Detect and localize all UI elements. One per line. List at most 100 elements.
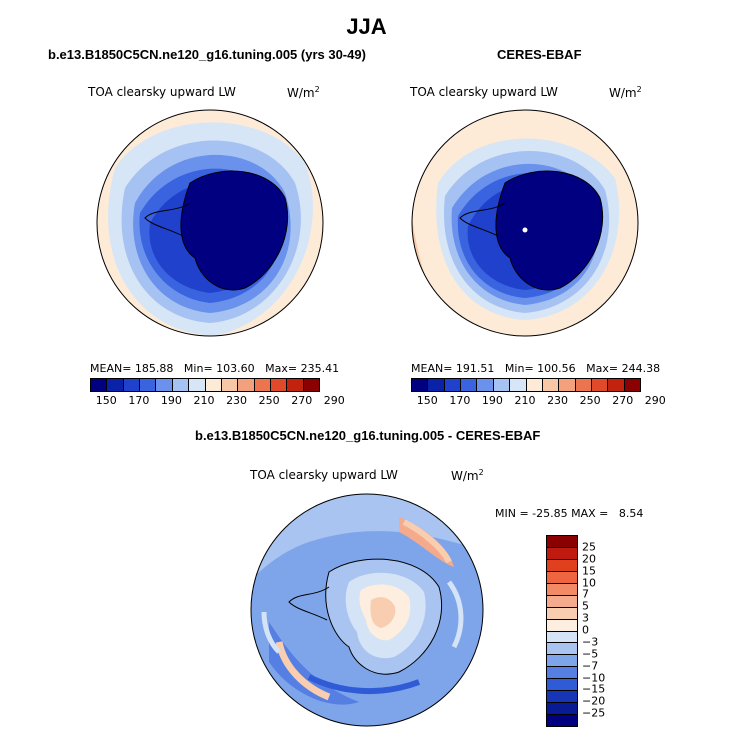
model-colorbar-swatch bbox=[238, 379, 255, 391]
diff-colorbar-tick-label: 0 bbox=[582, 623, 589, 637]
model-colorbar-swatch bbox=[303, 379, 320, 391]
diff-colorbar-swatch bbox=[547, 559, 577, 572]
diff-colorbar-tick-label: 7 bbox=[582, 587, 589, 601]
diff-colorbar bbox=[546, 535, 578, 727]
diff-colorbar-tick-label: −25 bbox=[582, 706, 606, 720]
diff-colorbar-swatch bbox=[547, 703, 577, 716]
diff-colorbar-swatch bbox=[547, 536, 577, 548]
model-colorbar-tick-label: 210 bbox=[193, 394, 215, 407]
season-title: JJA bbox=[346, 14, 387, 39]
obs-min-value: 100.56 bbox=[537, 362, 576, 375]
obs-colorbar-tick-label: 150 bbox=[416, 394, 438, 407]
obs-colorbar-swatch bbox=[493, 379, 511, 391]
model-colorbar-tick-label: 150 bbox=[95, 394, 117, 407]
model-colorbar bbox=[90, 378, 320, 392]
diff-colorbar-tick-label: 10 bbox=[582, 576, 596, 589]
obs-colorbar-swatch bbox=[444, 379, 462, 391]
diff-colorbar-tick-label: 20 bbox=[582, 552, 596, 566]
model-colorbar-swatch bbox=[91, 379, 108, 391]
diff-colorbar-tick-label: −5 bbox=[582, 647, 599, 661]
diff-colorbar-ticks: 25 20 15 10 7 5 3 0 −3 −5 −7 −10 −15 −20 −25 bbox=[582, 535, 622, 725]
obs-colorbar-swatch bbox=[575, 379, 592, 391]
model-colorbar-swatch bbox=[189, 379, 206, 391]
obs-stats: MEAN= 191.51 Min= 100.56 Max= 244.38 bbox=[411, 362, 661, 375]
obs-colorbar-swatch bbox=[510, 379, 527, 391]
diff-colorbar-swatch bbox=[547, 595, 577, 608]
obs-colorbar-swatch bbox=[608, 379, 625, 391]
obs-panel-title: CERES-EBAF bbox=[497, 47, 582, 62]
model-colorbar-tick-label: 230 bbox=[226, 394, 248, 407]
diff-colorbar-swatch bbox=[547, 631, 577, 644]
model-colorbar-ticks: 150 170 190 210 230 250 270 290 bbox=[90, 394, 345, 408]
diff-colorbar-swatch bbox=[547, 583, 577, 596]
model-colorbar-swatch bbox=[140, 379, 157, 391]
obs-colorbar-swatch bbox=[477, 379, 494, 391]
model-mean-value: 185.88 bbox=[134, 362, 174, 375]
diff-colorbar-swatch bbox=[547, 679, 577, 692]
obs-units: W/m2 bbox=[609, 85, 642, 100]
diff-colorbar-tick-label: 3 bbox=[582, 611, 589, 625]
diff-units: W/m2 bbox=[451, 468, 484, 483]
diff-colorbar-tick-label: −3 bbox=[582, 635, 599, 649]
model-panel-title: b.e13.B1850C5CN.ne120_g16.tuning.005 (yr… bbox=[48, 47, 366, 62]
diff-colorbar-swatch bbox=[547, 571, 577, 584]
obs-colorbar-tick-label: 250 bbox=[579, 394, 601, 407]
diff-field-label: TOA clearsky upward LW bbox=[250, 468, 398, 482]
obs-colorbar-swatch bbox=[542, 379, 560, 391]
model-units: W/m2 bbox=[287, 85, 320, 100]
diff-colorbar-swatch bbox=[547, 607, 577, 620]
obs-field-label: TOA clearsky upward LW bbox=[410, 85, 558, 99]
obs-colorbar bbox=[411, 378, 641, 392]
obs-colorbar-swatch bbox=[624, 379, 641, 391]
model-colorbar-swatch bbox=[287, 379, 304, 391]
obs-colorbar-ticks: 150 170 190 210 230 250 270 290 bbox=[411, 394, 666, 408]
model-colorbar-tick-label: 290 bbox=[323, 394, 345, 407]
model-colorbar-swatch bbox=[107, 379, 124, 391]
diff-polar-map bbox=[250, 493, 484, 727]
obs-colorbar-swatch bbox=[526, 379, 543, 391]
obs-mean-value: 191.51 bbox=[455, 362, 495, 375]
diff-colorbar-swatch bbox=[547, 547, 577, 560]
model-stats: MEAN= 185.88 Min= 103.60 Max= 235.41 bbox=[90, 362, 340, 375]
diff-colorbar-swatch bbox=[547, 619, 577, 632]
model-field-label: TOA clearsky upward LW bbox=[88, 85, 236, 99]
model-max-value: 235.41 bbox=[300, 362, 340, 375]
obs-colorbar-tick-label: 190 bbox=[481, 394, 503, 407]
obs-colorbar-tick-label: 290 bbox=[644, 394, 666, 407]
model-min-value: 103.60 bbox=[216, 362, 255, 375]
diff-colorbar-tick-label: −15 bbox=[582, 682, 606, 696]
obs-colorbar-swatch bbox=[428, 379, 445, 391]
diff-colorbar-tick-label: −10 bbox=[582, 671, 606, 684]
diff-colorbar-swatch bbox=[547, 667, 577, 680]
model-colorbar-tick-label: 170 bbox=[128, 394, 150, 407]
obs-colorbar-swatch bbox=[412, 379, 429, 391]
diff-colorbar-tick-label: −7 bbox=[582, 659, 599, 673]
model-colorbar-swatch bbox=[205, 379, 222, 391]
obs-polar-map bbox=[411, 109, 639, 337]
diff-panel-title: b.e13.B1850C5CN.ne120_g16.tuning.005 - C… bbox=[195, 428, 541, 443]
model-colorbar-tick-label: 270 bbox=[291, 394, 313, 407]
model-colorbar-swatch bbox=[254, 379, 271, 391]
diff-colorbar-swatch bbox=[547, 655, 577, 668]
obs-colorbar-swatch bbox=[591, 379, 609, 391]
diff-colorbar-tick-label: 15 bbox=[582, 564, 596, 578]
obs-colorbar-tick-label: 270 bbox=[612, 394, 634, 407]
model-colorbar-swatch bbox=[172, 379, 190, 391]
diff-colorbar-tick-label: 5 bbox=[582, 599, 589, 613]
diff-colorbar-tick-label: 25 bbox=[582, 540, 596, 554]
obs-colorbar-tick-label: 170 bbox=[449, 394, 471, 407]
diff-colorbar-swatch bbox=[547, 643, 577, 656]
obs-colorbar-tick-label: 210 bbox=[514, 394, 536, 407]
obs-max-value: 244.38 bbox=[621, 362, 661, 375]
model-colorbar-tick-label: 250 bbox=[258, 394, 280, 407]
diff-colorbar-swatch bbox=[547, 691, 577, 704]
model-colorbar-swatch bbox=[270, 379, 288, 391]
diff-colorbar-tick-label: −20 bbox=[582, 694, 606, 708]
diff-minmax: MIN = -25.85 MAX = 8.54 bbox=[495, 507, 644, 520]
obs-colorbar-swatch bbox=[461, 379, 478, 391]
diff-colorbar-swatch bbox=[547, 715, 577, 726]
model-colorbar-swatch bbox=[221, 379, 239, 391]
obs-colorbar-tick-label: 230 bbox=[547, 394, 569, 407]
model-colorbar-swatch bbox=[123, 379, 141, 391]
model-colorbar-swatch bbox=[156, 379, 173, 391]
